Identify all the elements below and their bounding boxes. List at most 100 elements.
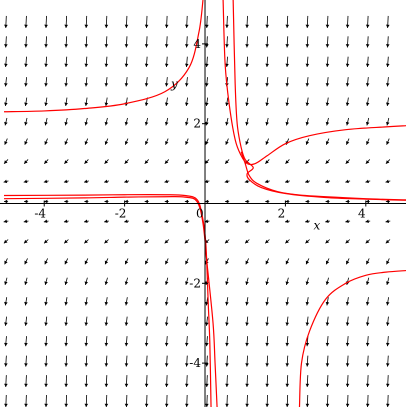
- field-arrow: [265, 15, 269, 28]
- field-arrow: [164, 277, 169, 286]
- field-arrow: [84, 36, 89, 48]
- field-arrow: [124, 138, 129, 145]
- direction-arrows: [3, 15, 391, 407]
- field-arrow: [325, 36, 330, 48]
- origin-tick-label: 0: [196, 207, 204, 221]
- field-arrow: [345, 258, 350, 265]
- field-arrow: [4, 375, 8, 388]
- solution-curve: [298, 269, 406, 407]
- field-arrow: [385, 219, 391, 224]
- field-arrow: [64, 336, 68, 347]
- field-arrow: [225, 297, 229, 306]
- field-arrow: [305, 277, 310, 286]
- field-arrow: [164, 316, 169, 326]
- field-arrow: [144, 336, 149, 347]
- field-arrow: [305, 219, 310, 224]
- field-arrow: [44, 277, 48, 286]
- field-arrow: [84, 355, 89, 367]
- field-arrow: [4, 15, 8, 28]
- field-arrow: [24, 277, 28, 286]
- field-arrow: [345, 239, 351, 244]
- field-arrow: [144, 395, 149, 407]
- field-arrow: [104, 239, 109, 244]
- field-arrow: [84, 239, 89, 244]
- field-arrow: [365, 316, 370, 326]
- field-arrow: [365, 355, 370, 367]
- field-arrow: [325, 159, 330, 165]
- field-arrow: [3, 219, 9, 224]
- field-arrow: [245, 316, 249, 326]
- field-arrow: [144, 56, 149, 68]
- field-arrow: [385, 36, 390, 48]
- field-arrow: [64, 15, 68, 28]
- field-arrow: [385, 97, 390, 107]
- field-arrow: [4, 97, 8, 107]
- field-arrow: [44, 56, 48, 68]
- field-arrow: [365, 277, 370, 286]
- field-arrow: [325, 77, 330, 87]
- field-arrow: [24, 297, 28, 306]
- field-arrow: [124, 159, 129, 165]
- field-arrow: [144, 355, 149, 367]
- field-arrow: [365, 117, 370, 126]
- x-tick-label: -4: [34, 207, 46, 221]
- field-arrow: [204, 159, 210, 165]
- field-arrow: [104, 138, 109, 145]
- field-arrow: [124, 395, 129, 407]
- field-arrow: [285, 199, 290, 204]
- field-arrow: [325, 138, 330, 145]
- field-arrow: [386, 395, 390, 407]
- solution-curve: [4, 196, 218, 407]
- field-arrow: [245, 199, 250, 204]
- field-arrow: [366, 138, 370, 145]
- x-tick-label: 2: [278, 207, 286, 221]
- field-arrow: [264, 179, 270, 184]
- field-arrow: [124, 316, 129, 326]
- field-arrow: [225, 316, 229, 326]
- field-arrow: [245, 258, 250, 265]
- field-arrow: [325, 117, 330, 126]
- field-arrow: [64, 56, 68, 68]
- field-arrow: [3, 199, 9, 204]
- field-arrow: [325, 199, 330, 204]
- field-arrow: [184, 179, 190, 184]
- field-arrow: [83, 179, 89, 184]
- field-arrow: [144, 15, 149, 28]
- field-arrow: [264, 239, 270, 244]
- field-arrow: [24, 395, 28, 407]
- field-arrow: [205, 36, 209, 48]
- field-arrow: [24, 258, 28, 265]
- field-arrow: [385, 375, 390, 388]
- field-arrow: [44, 117, 48, 126]
- field-arrow: [245, 15, 249, 28]
- field-arrow: [44, 395, 48, 407]
- field-arrow: [305, 77, 310, 87]
- field-arrow: [4, 355, 8, 367]
- solution-curve: [4, 194, 212, 407]
- field-arrow: [4, 77, 8, 87]
- field-arrow: [164, 56, 169, 68]
- field-arrow: [285, 395, 290, 407]
- field-arrow: [84, 258, 89, 265]
- field-arrow: [104, 258, 109, 265]
- field-arrow: [44, 199, 49, 204]
- field-arrow: [144, 239, 150, 244]
- field-arrow: [345, 15, 350, 28]
- field-arrow: [325, 355, 330, 367]
- field-arrow: [124, 117, 129, 126]
- field-arrow: [184, 15, 189, 28]
- field-arrow: [345, 395, 350, 407]
- field-arrow: [285, 297, 290, 306]
- field-arrow: [124, 355, 129, 367]
- field-arrow: [24, 316, 28, 326]
- field-arrow: [345, 97, 350, 107]
- field-arrow: [385, 77, 390, 87]
- field-arrow: [365, 199, 370, 204]
- field-arrow: [64, 117, 68, 126]
- field-arrow: [305, 138, 310, 145]
- field-arrow: [224, 159, 230, 165]
- field-arrow: [185, 117, 189, 126]
- field-arrow: [205, 336, 209, 347]
- field-arrow: [43, 239, 49, 244]
